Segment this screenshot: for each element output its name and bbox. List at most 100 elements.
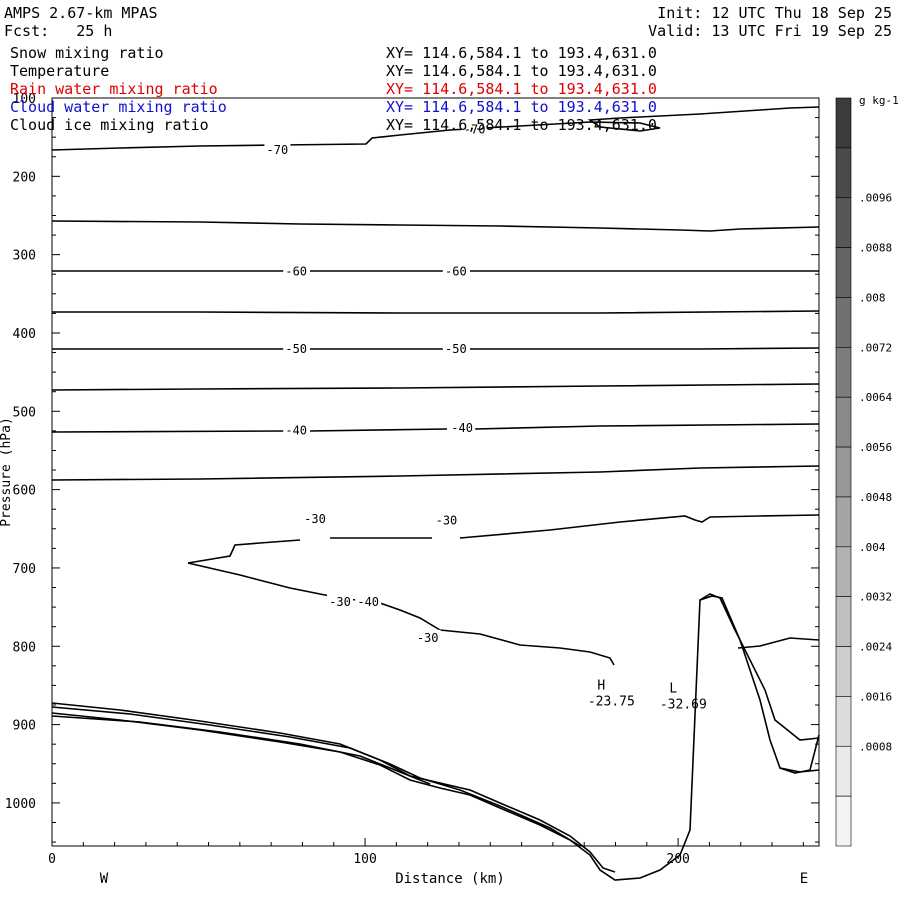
contour-label-bg — [301, 510, 328, 524]
contour-minus30-lower — [187, 562, 615, 666]
init-time: Init: 12 UTC Thu 18 Sep 25 — [657, 4, 892, 22]
axis-ticks: 100 200 300 400 500 600 700 800 900 1000 0 100 200 — [5, 92, 819, 867]
contour-label-bg — [461, 121, 488, 135]
field-xy-cloud-ice: XY= 114.6,584.1 to 193.4,631.0 — [386, 116, 657, 134]
contour-label: -60 — [285, 264, 307, 278]
contour-minus50 — [52, 347, 820, 350]
contour-label: -30 — [436, 513, 458, 527]
contour-label-bg — [442, 263, 469, 277]
colorbar: .0096 .0088 .008 .0072 .0064 .0056 .0048 .004 .0… — [835, 97, 892, 847]
extremum-type: H — [597, 678, 605, 693]
y-tick-label: 300 — [13, 249, 36, 264]
colorbar-label: .0096 — [859, 192, 892, 205]
contour-ridge-line — [699, 593, 820, 741]
y-tick-label: 700 — [13, 562, 36, 577]
contour-minus30-upper — [187, 514, 820, 564]
contour-labels: -70 -70 -60 -60 -50 -50 -40 -40 -30 -30 -40 -30 -30 — [264, 121, 488, 645]
contour-label-bg — [327, 593, 354, 607]
contour-terrain-2 — [51, 702, 616, 873]
field-name-rain: Rain water mixing ratio — [10, 80, 218, 98]
colorbar-label: .0008 — [859, 740, 892, 753]
field-name-cloud-water: Cloud water mixing ratio — [10, 98, 227, 116]
colorbar-swatch — [835, 596, 852, 647]
contour-lines — [51, 106, 820, 881]
plot-frame — [51, 97, 820, 847]
field-xy-snow: XY= 114.6,584.1 to 193.4,631.0 — [386, 44, 657, 62]
colorbar-label: .0088 — [859, 242, 892, 255]
colorbar-swatch — [835, 496, 852, 548]
contour-minus45 — [51, 383, 820, 391]
contour-minus65 — [51, 220, 820, 232]
x-end-label-east: E — [800, 871, 808, 887]
contour-label: -50 — [285, 342, 307, 356]
forecast-hour: Fcst: 25 h — [4, 22, 113, 40]
contour-terrain-4 — [51, 715, 431, 785]
contour-terrain-3 — [51, 706, 581, 847]
contour-label-bg — [283, 340, 310, 354]
colorbar-swatch — [835, 646, 852, 697]
contour-label-bg — [433, 512, 460, 526]
field-name-snow: Snow mixing ratio — [10, 44, 164, 62]
contour-label: -30 — [417, 631, 439, 645]
contour-terrain-outline — [51, 595, 820, 881]
colorbar-unit: g kg-1 — [859, 94, 899, 107]
x-end-label-west: W — [100, 871, 109, 887]
model-title: AMPS 2.67-km MPAS — [4, 4, 158, 22]
colorbar-swatch — [835, 197, 852, 248]
y-tick-label: 900 — [13, 719, 36, 734]
field-name-temperature: Temperature — [10, 62, 110, 80]
contour-label-bg — [414, 629, 441, 643]
field-name-cloud-ice: Cloud ice mixing ratio — [10, 116, 209, 134]
extremum-type: L — [669, 681, 677, 696]
contour-label-bg — [442, 340, 469, 354]
colorbar-swatch — [835, 396, 852, 448]
valid-time: Valid: 13 UTC Fri 19 Sep 25 — [648, 22, 892, 40]
colorbar-swatch — [835, 147, 852, 199]
colorbar-label: .0032 — [859, 591, 892, 604]
contour-label-bg — [355, 593, 382, 607]
extrema-markers: H-23.75 L-32.69 — [588, 678, 707, 712]
y-tick-label: 400 — [13, 327, 36, 342]
contour-label: -70 — [464, 123, 486, 137]
colorbar-swatch — [835, 546, 852, 597]
colorbar-label: .0048 — [859, 491, 892, 504]
contour-label-bg — [283, 263, 310, 277]
contour-label: -30 — [304, 512, 326, 526]
contour-label: -30 — [329, 595, 351, 609]
colorbar-swatch — [835, 347, 852, 398]
field-xy-temperature: XY= 114.6,584.1 to 193.4,631.0 — [386, 62, 657, 80]
colorbar-swatch — [835, 297, 852, 348]
y-tick-label: 800 — [13, 640, 36, 655]
colorbar-label: .0016 — [859, 690, 892, 703]
x-tick-label: 100 — [353, 852, 376, 867]
contour-label-bg — [449, 419, 476, 433]
x-axis-title: Distance (km) — [395, 871, 505, 887]
contour-label: -70 — [267, 143, 289, 157]
contour-label-bg — [264, 141, 291, 155]
field-xy-cloud-water: XY= 114.6,584.1 to 193.4,631.0 — [386, 98, 657, 116]
contour-label: -60 — [445, 264, 467, 278]
y-axis-title: Pressure (hPa) — [0, 417, 14, 527]
colorbar-swatch — [835, 795, 852, 847]
extremum-value: -32.69 — [660, 697, 707, 712]
contour-label-bg — [283, 422, 310, 436]
colorbar-swatch — [835, 97, 852, 149]
contour-label: -40 — [285, 423, 307, 437]
contour-minus55 — [52, 310, 820, 314]
colorbar-label: .004 — [859, 541, 886, 554]
contour-label: -40 — [357, 595, 379, 609]
colorbar-swatch — [835, 247, 852, 298]
colorbar-label: .0056 — [859, 441, 892, 454]
x-tick-label: 0 — [48, 852, 56, 867]
colorbar-label: .008 — [859, 291, 886, 304]
extremum-value: -23.75 — [588, 694, 635, 709]
contour-label: -40 — [451, 421, 473, 435]
colorbar-swatch — [835, 745, 852, 797]
colorbar-swatch — [835, 696, 852, 747]
contour-valley — [737, 637, 820, 649]
y-tick-label: 500 — [13, 405, 36, 420]
colorbar-label: .0072 — [859, 341, 892, 354]
y-tick-label: 200 — [13, 170, 36, 185]
x-tick-label: 200 — [666, 852, 689, 867]
